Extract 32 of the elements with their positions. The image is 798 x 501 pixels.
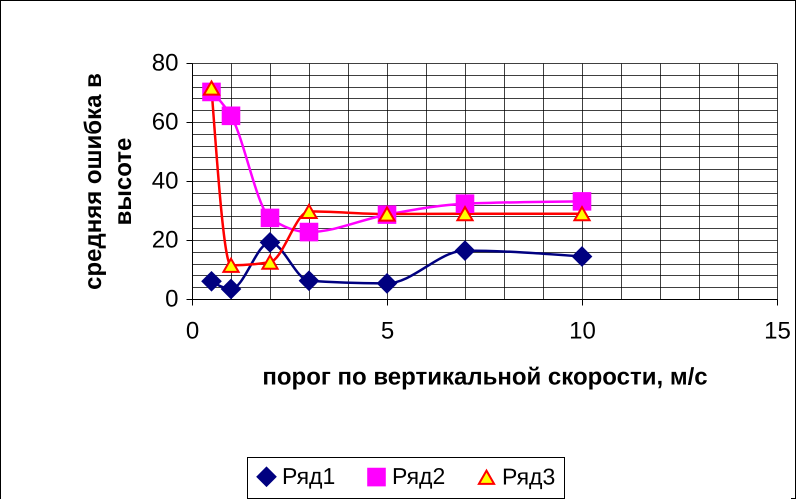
x-tick-label: 10: [569, 318, 596, 344]
point: [572, 192, 592, 211]
point: [456, 194, 474, 214]
legend-label: Ряд3: [502, 463, 556, 490]
point: [260, 232, 280, 252]
point: [222, 258, 240, 273]
y-tick-label: 80: [152, 50, 178, 76]
point: [202, 271, 222, 292]
point: [456, 206, 474, 222]
point: [573, 206, 591, 222]
y-tick-label: 40: [152, 168, 178, 194]
point: [261, 254, 279, 270]
x-tick-label: 5: [380, 318, 394, 344]
y-axis-title: средняя ошибка в высоте: [80, 73, 137, 290]
point: [221, 279, 241, 299]
point: [377, 273, 397, 294]
point: [455, 240, 475, 261]
point: [300, 222, 318, 242]
y-tick-label: 60: [152, 108, 178, 136]
point: [300, 204, 318, 219]
x-tick-label: 15: [764, 318, 791, 344]
point: [260, 208, 280, 228]
point: [222, 106, 240, 126]
y-tick-label: 0: [165, 286, 178, 312]
legend-label: Ряд1: [282, 462, 336, 489]
x-axis-title: порог по вертикальной скорости, м/с: [262, 364, 708, 390]
point: [572, 246, 592, 266]
y-tick-label: 20: [152, 226, 178, 254]
x-tick-label: 0: [186, 318, 200, 344]
legend-label: Ряд2: [392, 463, 446, 490]
point: [299, 270, 319, 291]
point: [202, 80, 220, 96]
